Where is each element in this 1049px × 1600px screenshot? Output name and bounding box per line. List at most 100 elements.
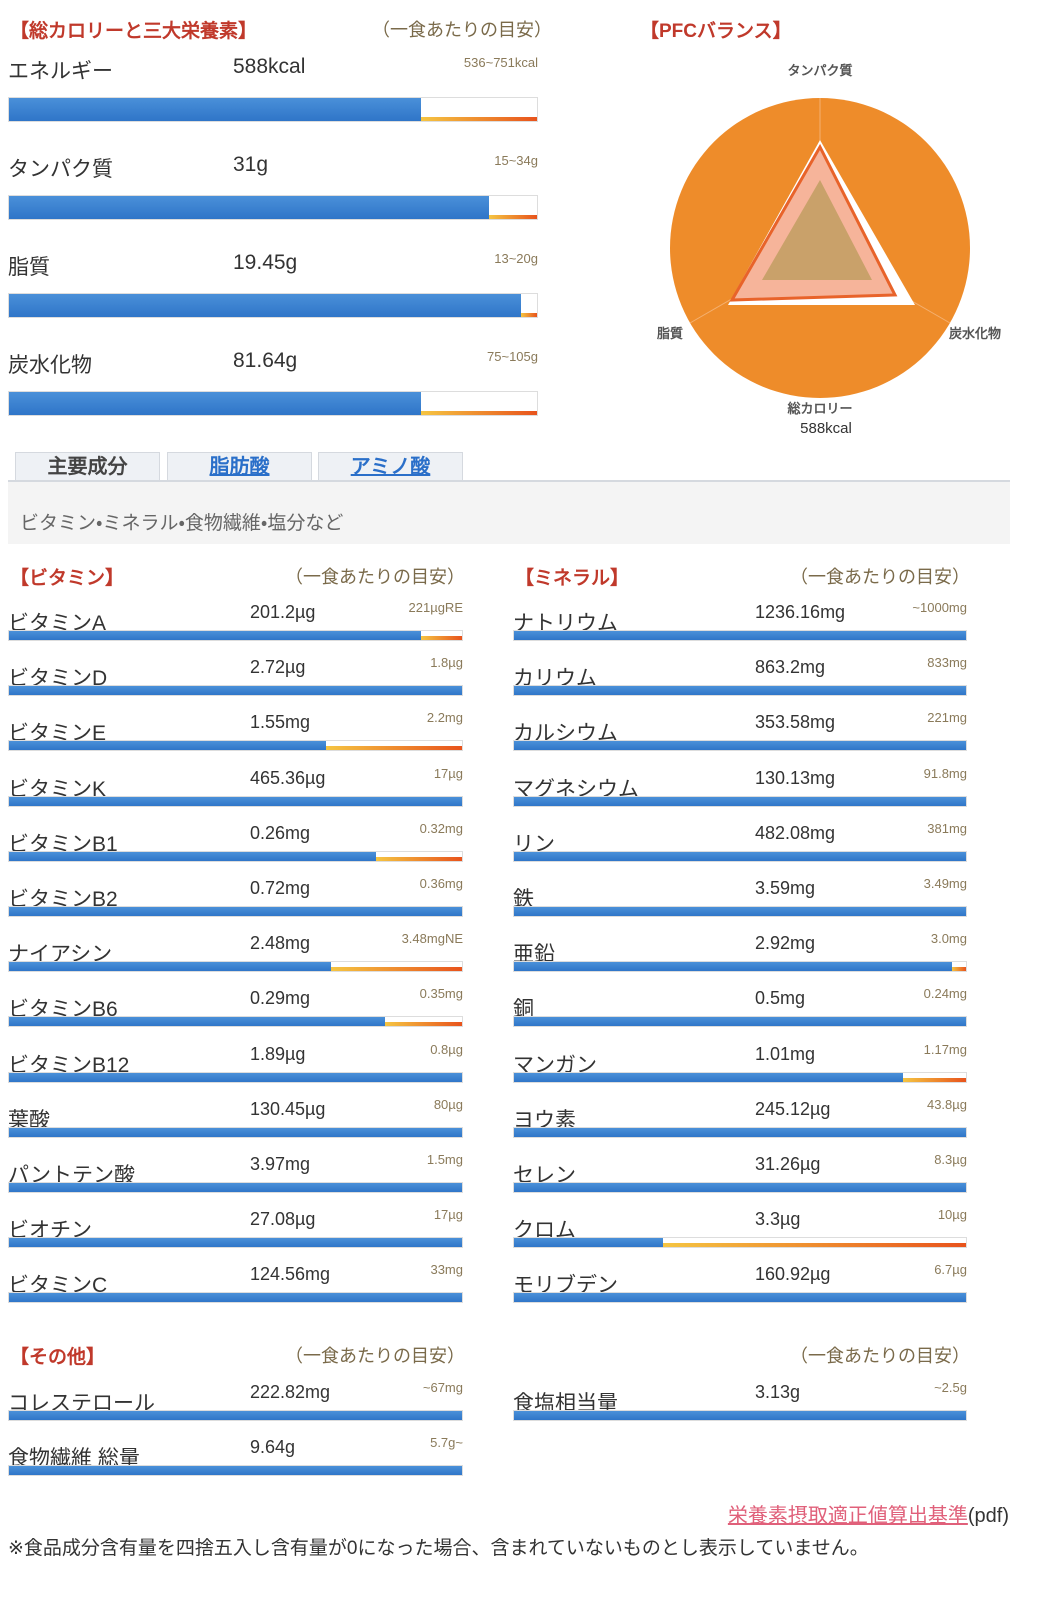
item-value: 1.89µg — [250, 1043, 306, 1064]
bar-fill — [514, 1072, 903, 1082]
item-value: 2.72µg — [250, 657, 306, 678]
item-label: 亜鉛 — [513, 943, 555, 967]
item-value: 2.48mg — [250, 933, 311, 954]
item-range: 15~34g — [494, 153, 538, 168]
item-value: 81.64g — [233, 349, 298, 372]
note: （一食あたりの目安） — [285, 567, 465, 587]
bar-remainder — [326, 746, 462, 751]
tab[interactable]: アミノ酸 — [318, 452, 463, 480]
bar-remainder — [952, 967, 966, 972]
bar-track — [513, 1237, 967, 1249]
item-value: 353.58mg — [755, 712, 836, 733]
bar-track — [8, 1071, 463, 1083]
item-range: 43.8µg — [926, 1096, 967, 1112]
item-label: クロム — [513, 1219, 576, 1243]
bar-track — [8, 850, 463, 862]
bar-track — [8, 795, 463, 807]
bar-track — [513, 1016, 967, 1028]
item-label: 鉄 — [513, 888, 534, 911]
tab[interactable]: 脂肪酸 — [167, 452, 312, 480]
subtitle: ビタミン・ミネラル・食物繊維・塩分など — [20, 513, 344, 534]
bar-fill — [514, 741, 966, 751]
item-range: 17µg — [433, 1207, 463, 1223]
bar-fill — [514, 631, 966, 640]
item-value: 1.01mg — [755, 1043, 816, 1064]
bar-fill — [514, 1238, 664, 1248]
item-range: ~67mg — [422, 1380, 463, 1395]
item-value: 0.29mg — [250, 988, 311, 1009]
bar-remainder — [375, 856, 462, 861]
bar-fill — [9, 1127, 462, 1137]
bar-fill — [514, 1183, 966, 1192]
item-range: 13~20g — [494, 251, 538, 266]
bar-fill — [9, 796, 462, 806]
bar-remainder — [384, 1022, 462, 1027]
item-label: ナイアシン — [8, 943, 113, 967]
link[interactable]: 栄養素摂取適正値算出基準 — [727, 1505, 968, 1527]
item-value: 3.97mg — [250, 1154, 311, 1174]
item-label: カルシウム — [513, 722, 618, 746]
bar-fill — [9, 1183, 462, 1192]
bar-track — [513, 740, 967, 752]
bar-track — [8, 1465, 463, 1477]
item-value: 482.08mg — [755, 822, 836, 843]
tab[interactable]: 主要成分 — [15, 452, 160, 480]
bar-fill — [514, 1411, 966, 1420]
item-range: 5.7g~ — [430, 1435, 463, 1451]
item-value: 19.45g — [233, 251, 298, 274]
bar-track — [8, 1016, 463, 1028]
bar-fill — [514, 851, 966, 861]
item-range: 10µg — [937, 1207, 967, 1223]
pfc-label: 炭水化物 — [949, 326, 1001, 341]
item-label: モリブデン — [513, 1274, 618, 1298]
bar-fill — [9, 631, 422, 640]
item-label: ナトリウム — [513, 612, 618, 635]
pfc-inner — [762, 180, 872, 280]
bar-track — [513, 1410, 967, 1421]
item-range: 221mg — [927, 710, 967, 726]
pfc-chart: タンパク質 炭水化物 脂質 総カロリー 588kcal — [656, 63, 1001, 437]
bar-fill — [9, 907, 462, 916]
bar-fill — [9, 196, 490, 219]
bar-fill — [9, 1017, 385, 1027]
item-range: 1.5mg — [426, 1152, 463, 1167]
bar-track — [8, 961, 463, 973]
link-row: 栄養素摂取適正値算出基準(pdf) — [728, 1499, 1009, 1528]
item-label: ビタミンB12 — [8, 1053, 130, 1077]
item-value: 130.13mg — [755, 767, 836, 788]
item-value: 1.55mg — [250, 712, 311, 733]
section-title: 【総カロリーと三大栄養素】 — [10, 21, 258, 42]
bar-fill — [9, 741, 327, 751]
bar-fill — [514, 1293, 966, 1303]
bar-track — [513, 630, 967, 641]
bar-track — [8, 391, 538, 416]
item-range: 91.8mg — [923, 765, 967, 781]
bar-track — [8, 906, 463, 917]
item-value: 0.26mg — [250, 822, 311, 843]
item-range: 75~105g — [487, 349, 538, 364]
item-range: 17µg — [433, 765, 463, 781]
item-range: 1.17mg — [923, 1041, 967, 1057]
bar-track — [513, 1292, 967, 1304]
bar-track — [8, 740, 463, 752]
item-value: 222.82mg — [250, 1382, 331, 1402]
item-range: 0.24mg — [923, 986, 967, 1002]
bar-track — [513, 850, 967, 862]
item-value: 465.36µg — [250, 767, 326, 788]
item-value: 2.92mg — [755, 933, 816, 954]
bar-remainder — [489, 215, 537, 219]
bar-fill — [9, 1466, 462, 1476]
item-value: 245.12µg — [755, 1098, 831, 1119]
note: （一食あたりの目安） — [790, 567, 970, 587]
item-value: 0.5mg — [755, 988, 806, 1009]
item-label: ビタミンD — [8, 667, 108, 691]
item-label: ビタミンB6 — [8, 998, 118, 1022]
item-range: 3.0mg — [930, 931, 967, 947]
item-value: 3.3µg — [755, 1209, 801, 1230]
item-value: 9.64g — [250, 1437, 296, 1458]
item-range: 6.7µg — [934, 1262, 967, 1278]
item-label: セレン — [513, 1164, 576, 1187]
item-range: 2.2mg — [426, 710, 463, 726]
item-label: マグネシウム — [513, 777, 639, 801]
bar-fill — [9, 851, 376, 861]
